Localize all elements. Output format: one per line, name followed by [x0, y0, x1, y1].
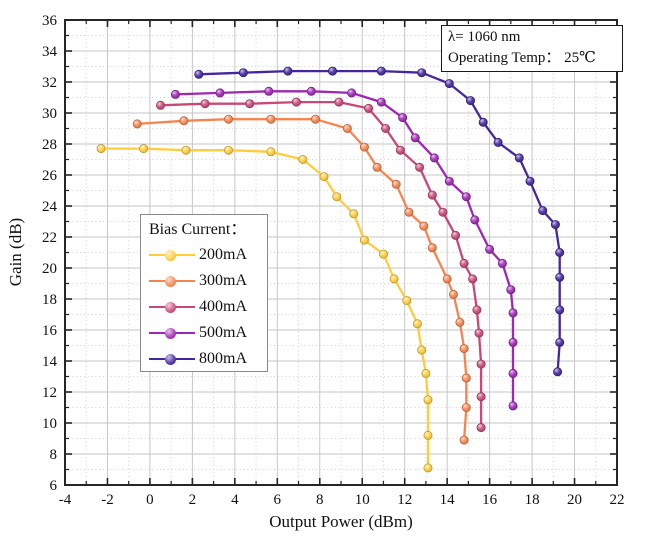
- legend-marker-200mA: [149, 249, 195, 261]
- svg-text:24: 24: [42, 199, 58, 215]
- annotation-operating-temp: Operating Temp： 25℃: [448, 50, 596, 66]
- legend-marker-300mA: [149, 275, 195, 287]
- y-axis-title: Gain (dB): [6, 217, 25, 287]
- svg-text:14: 14: [440, 492, 456, 508]
- legend-item-800mA: 800mA: [149, 346, 267, 372]
- legend-label: 300mA: [199, 272, 247, 289]
- svg-text:22: 22: [610, 492, 625, 508]
- svg-text:8: 8: [316, 492, 324, 508]
- svg-text:10: 10: [355, 492, 370, 508]
- svg-text:34: 34: [42, 44, 58, 60]
- svg-text:20: 20: [42, 261, 57, 277]
- legend-item-200mA: 200mA: [149, 242, 267, 268]
- svg-text:12: 12: [42, 385, 57, 401]
- svg-text:12: 12: [397, 492, 412, 508]
- svg-text:-4: -4: [59, 492, 72, 508]
- svg-text:2: 2: [189, 492, 197, 508]
- svg-text:14: 14: [42, 354, 58, 370]
- svg-text:16: 16: [42, 323, 58, 339]
- legend-title: Bias Current：: [149, 221, 247, 238]
- annotation-wavelength: λ= 1060 nm: [448, 29, 521, 45]
- legend-marker-400mA: [149, 301, 195, 313]
- series-400mA: [155, 97, 486, 433]
- series-200mA: [96, 144, 433, 473]
- svg-text:32: 32: [42, 75, 57, 91]
- svg-text:0: 0: [146, 492, 154, 508]
- series-300mA: [132, 114, 471, 445]
- svg-text:18: 18: [42, 292, 57, 308]
- legend-label: 800mA: [199, 350, 247, 367]
- legend-item-400mA: 400mA: [149, 294, 267, 320]
- legend-marker-500mA: [149, 327, 195, 339]
- legend-item-500mA: 500mA: [149, 320, 267, 346]
- svg-text:30: 30: [42, 106, 57, 122]
- svg-text:18: 18: [525, 492, 540, 508]
- svg-text:6: 6: [50, 478, 58, 494]
- series-500mA: [170, 86, 518, 411]
- legend-items: 200mA 300mA 400mA 500mA 800mA: [149, 242, 267, 372]
- legend-marker-800mA: [149, 353, 195, 365]
- svg-text:4: 4: [231, 492, 239, 508]
- svg-text:-2: -2: [101, 492, 114, 508]
- legend: Bias Current： 200mA 300mA 400mA 500mA 800mA: [140, 214, 268, 372]
- legend-label: 500mA: [199, 324, 247, 341]
- tick-labels: -4 -2 0 2 4 6 8 10 12 14 16 18 20 2268101214161820222…: [42, 13, 625, 508]
- svg-text:16: 16: [482, 492, 498, 508]
- svg-text:22: 22: [42, 230, 57, 246]
- plot-frame: [64, 19, 618, 486]
- svg-text:8: 8: [50, 447, 58, 463]
- x-axis-title: Output Power (dBm): [269, 512, 413, 531]
- svg-text:28: 28: [42, 137, 57, 153]
- svg-text:10: 10: [42, 416, 57, 432]
- svg-text:6: 6: [274, 492, 282, 508]
- svg-text:36: 36: [42, 13, 58, 29]
- legend-label: 400mA: [199, 298, 247, 315]
- legend-item-300mA: 300mA: [149, 268, 267, 294]
- svg-text:26: 26: [42, 168, 58, 184]
- legend-label: 200mA: [199, 246, 247, 263]
- annotation-box: λ= 1060 nm Operating Temp： 25℃: [441, 25, 623, 72]
- series-800mA: [194, 66, 565, 377]
- svg-text:20: 20: [567, 492, 582, 508]
